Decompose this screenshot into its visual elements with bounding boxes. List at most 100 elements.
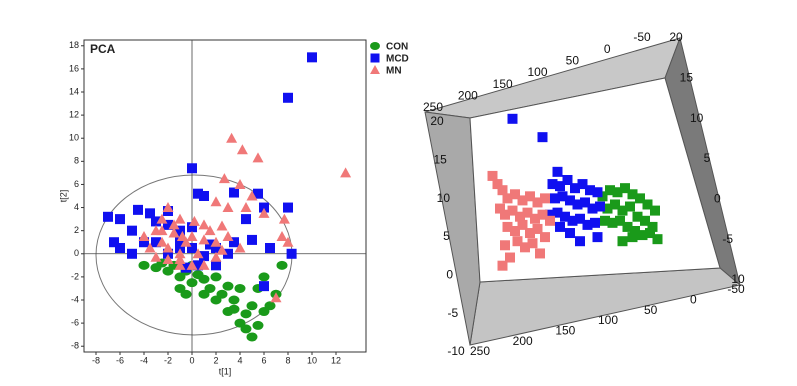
- axis-tick-label: 250: [423, 100, 443, 114]
- point: [138, 260, 150, 270]
- point: [540, 232, 550, 243]
- point: [174, 254, 186, 265]
- point: [218, 173, 230, 184]
- point: [595, 201, 605, 212]
- point: [259, 202, 269, 213]
- point: [572, 199, 583, 210]
- point: [226, 132, 238, 143]
- point: [162, 202, 174, 213]
- point: [627, 232, 638, 243]
- point: [240, 324, 252, 334]
- point: [246, 332, 258, 342]
- y-tick-label: 0: [74, 248, 79, 258]
- legend-marker: [370, 41, 380, 51]
- point: [500, 209, 510, 220]
- axis-tick-label: 0: [446, 268, 453, 282]
- point: [495, 203, 505, 214]
- legend-label: MN: [386, 66, 402, 77]
- axis-tick-label: 100: [527, 65, 547, 79]
- axis-tick-label: -5: [722, 232, 733, 246]
- point: [216, 244, 228, 255]
- y-tick-label: 12: [69, 109, 79, 119]
- point: [505, 252, 515, 263]
- point: [163, 248, 173, 259]
- point: [210, 196, 222, 207]
- axis-tick-label: 15: [433, 153, 447, 167]
- point: [156, 213, 168, 224]
- x-axis-label: t[1]: [219, 366, 232, 376]
- point: [652, 234, 663, 245]
- point: [198, 219, 210, 230]
- point: [186, 259, 198, 270]
- point: [562, 175, 573, 185]
- point: [138, 230, 150, 241]
- point: [187, 163, 197, 174]
- point: [258, 207, 270, 218]
- axis-tick-label: 15: [680, 71, 694, 85]
- point: [265, 243, 275, 253]
- point: [259, 281, 269, 292]
- legend-label: CON: [386, 42, 408, 53]
- point: [547, 179, 558, 190]
- point: [144, 242, 156, 253]
- point: [252, 152, 264, 163]
- point: [198, 234, 210, 245]
- point: [612, 187, 623, 198]
- point: [500, 240, 510, 251]
- point: [605, 185, 615, 196]
- point: [174, 259, 186, 270]
- point: [174, 213, 186, 224]
- point: [550, 193, 560, 204]
- point: [532, 197, 543, 208]
- point: [234, 178, 246, 189]
- point: [162, 254, 174, 265]
- point: [567, 215, 578, 226]
- point: [510, 189, 520, 200]
- point: [139, 237, 149, 248]
- point: [340, 167, 352, 178]
- point: [537, 209, 548, 220]
- point: [637, 230, 648, 241]
- point: [133, 204, 143, 215]
- x-tick-label: -4: [140, 355, 148, 365]
- point: [585, 185, 595, 196]
- axis-tick-label: 100: [598, 313, 618, 327]
- point: [192, 248, 204, 259]
- point: [222, 281, 234, 291]
- point: [151, 237, 161, 248]
- point: [620, 183, 630, 194]
- legend-label: MCD: [386, 54, 409, 65]
- point: [590, 217, 600, 228]
- point: [517, 195, 528, 206]
- y-tick-label: 10: [69, 133, 79, 143]
- point: [283, 202, 293, 213]
- point: [163, 219, 173, 230]
- point: [211, 260, 221, 271]
- point: [647, 221, 658, 232]
- point: [522, 207, 533, 218]
- point: [635, 193, 645, 204]
- point: [278, 213, 290, 224]
- point: [532, 223, 543, 234]
- legend-marker: [370, 53, 380, 63]
- point: [650, 205, 660, 216]
- point: [168, 219, 180, 230]
- point: [575, 236, 585, 247]
- plot-frame: [83, 39, 367, 353]
- point: [241, 214, 251, 225]
- point: [565, 195, 575, 206]
- axis-tick-label: 250: [470, 344, 490, 358]
- point: [282, 236, 294, 247]
- point: [625, 201, 635, 212]
- point: [617, 205, 628, 216]
- y-axis-label: t[2]: [58, 190, 68, 203]
- point: [222, 202, 234, 213]
- legend-marker: [370, 65, 380, 75]
- axis-tick-label: 10: [437, 191, 451, 205]
- point: [587, 203, 598, 214]
- point: [247, 234, 257, 245]
- point: [151, 216, 161, 227]
- point: [198, 289, 210, 299]
- point: [535, 248, 545, 259]
- point: [205, 239, 215, 250]
